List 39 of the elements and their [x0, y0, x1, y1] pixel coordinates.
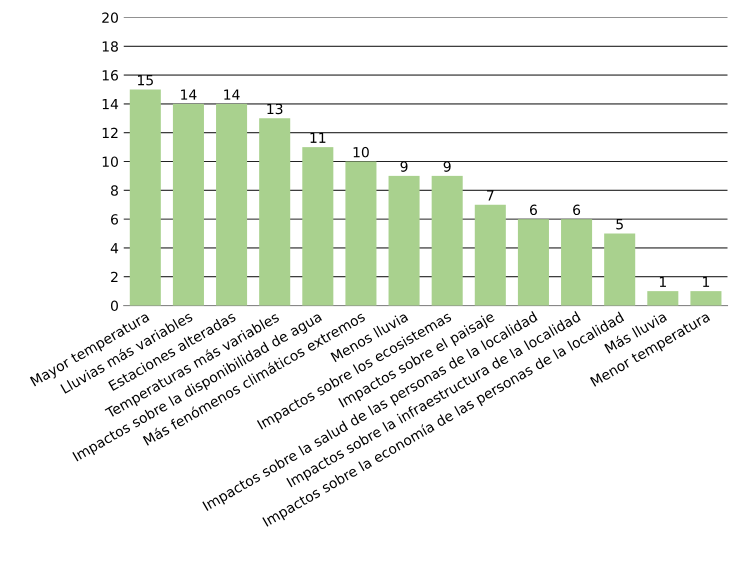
y-tick-label: 2 — [111, 272, 118, 282]
bar — [604, 234, 636, 306]
bar — [647, 291, 678, 306]
data-label: 5 — [616, 219, 623, 230]
data-label: 1 — [703, 276, 710, 287]
bar — [172, 104, 204, 306]
y-tick-label: 10 — [102, 156, 118, 167]
data-label: 9 — [400, 161, 408, 172]
data-label: 13 — [267, 104, 282, 114]
y-tick-label: 6 — [111, 214, 118, 225]
y-tick-label: 14 — [102, 99, 118, 110]
bar — [432, 176, 463, 306]
bar — [130, 89, 161, 306]
data-label: 11 — [310, 132, 326, 143]
bar — [690, 291, 722, 306]
data-label: 10 — [354, 146, 369, 158]
data-label: 1 — [660, 276, 666, 287]
bar — [518, 219, 549, 306]
y-tick-label: 4 — [110, 243, 118, 254]
data-label: 14 — [224, 89, 240, 100]
y-tick-label: 20 — [102, 12, 118, 23]
y-tick-label: 12 — [102, 128, 118, 138]
data-label: 15 — [138, 75, 153, 86]
y-tick-label: 18 — [102, 41, 118, 52]
bar — [216, 104, 248, 306]
bar — [474, 204, 506, 306]
bar — [302, 147, 334, 306]
data-label: 7 — [487, 190, 494, 200]
data-label: 9 — [444, 161, 451, 172]
y-tick-label: 8 — [110, 185, 118, 196]
data-label: 6 — [573, 204, 580, 216]
bar — [259, 118, 290, 306]
bar — [561, 219, 592, 306]
data-label: 6 — [530, 204, 537, 216]
y-tick-label: 0 — [110, 300, 118, 312]
bar — [388, 176, 420, 306]
bar — [345, 162, 376, 306]
y-tick-label: 16 — [102, 70, 118, 81]
data-label: 14 — [181, 89, 196, 100]
